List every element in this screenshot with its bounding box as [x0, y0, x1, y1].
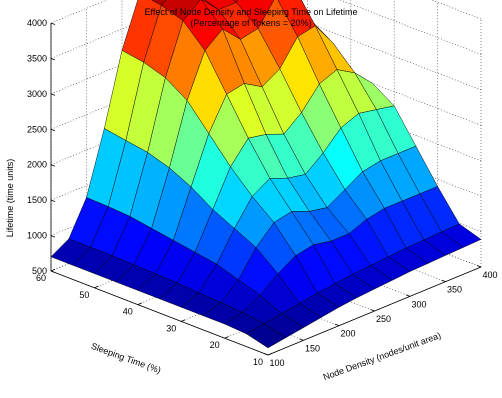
z-tick — [50, 164, 56, 167]
z-tick-label: 1500 — [27, 195, 47, 205]
x-tick-label: 400 — [482, 270, 497, 280]
y-axis-line — [50, 270, 269, 356]
z-tick-label: 3500 — [27, 53, 47, 63]
y-tick-label: 10 — [253, 357, 263, 367]
y-tick — [181, 319, 186, 322]
x-tick — [370, 309, 375, 312]
x-tick-label: 150 — [305, 343, 320, 353]
y-tick — [137, 302, 142, 305]
z-axis-label: Lifetime (time units) — [5, 159, 15, 238]
z-tick — [50, 58, 56, 61]
y-tick-label: 30 — [166, 323, 176, 333]
x-tick-label: 300 — [411, 299, 426, 309]
x-tick — [441, 279, 446, 283]
y-tick — [94, 285, 99, 289]
x-tick-label: 250 — [376, 314, 391, 324]
y-tick-label: 50 — [79, 290, 89, 300]
chart-subtitle: (Percentage of Tokens = 20%) — [190, 18, 312, 28]
x-tick — [299, 338, 304, 341]
y-tick — [50, 268, 56, 272]
z-tick — [50, 270, 56, 273]
z-tick-label: 4000 — [27, 18, 47, 28]
y-tick-label: 40 — [123, 307, 133, 317]
z-tick-label: 2500 — [27, 124, 47, 134]
y-axis-label: Sleeping Time (%) — [90, 341, 163, 376]
z-tick-label: 500 — [32, 266, 47, 276]
z-tick-label: 2000 — [27, 160, 47, 170]
x-tick — [334, 323, 340, 327]
chart-title: Effect of Node Density and Sleeping Time… — [144, 7, 358, 17]
z-tick — [50, 128, 56, 132]
z-tick — [50, 199, 56, 203]
y-tick-label: 60 — [36, 273, 46, 283]
y-tick — [224, 336, 229, 339]
z-tick — [50, 22, 56, 25]
y-tick — [267, 352, 273, 356]
x-tick — [263, 353, 269, 356]
x-tick-label: 200 — [340, 329, 355, 339]
z-tick-label: 3000 — [27, 89, 47, 99]
x-tick-label: 350 — [447, 285, 462, 295]
z-tick — [50, 235, 56, 238]
surface-patch — [246, 323, 287, 349]
z-tick-label: 1000 — [27, 231, 47, 241]
y-tick-label: 20 — [210, 340, 220, 350]
z-tick — [50, 93, 56, 96]
x-tick — [476, 265, 482, 268]
x-tick — [405, 294, 411, 297]
x-tick-label: 100 — [269, 358, 284, 368]
